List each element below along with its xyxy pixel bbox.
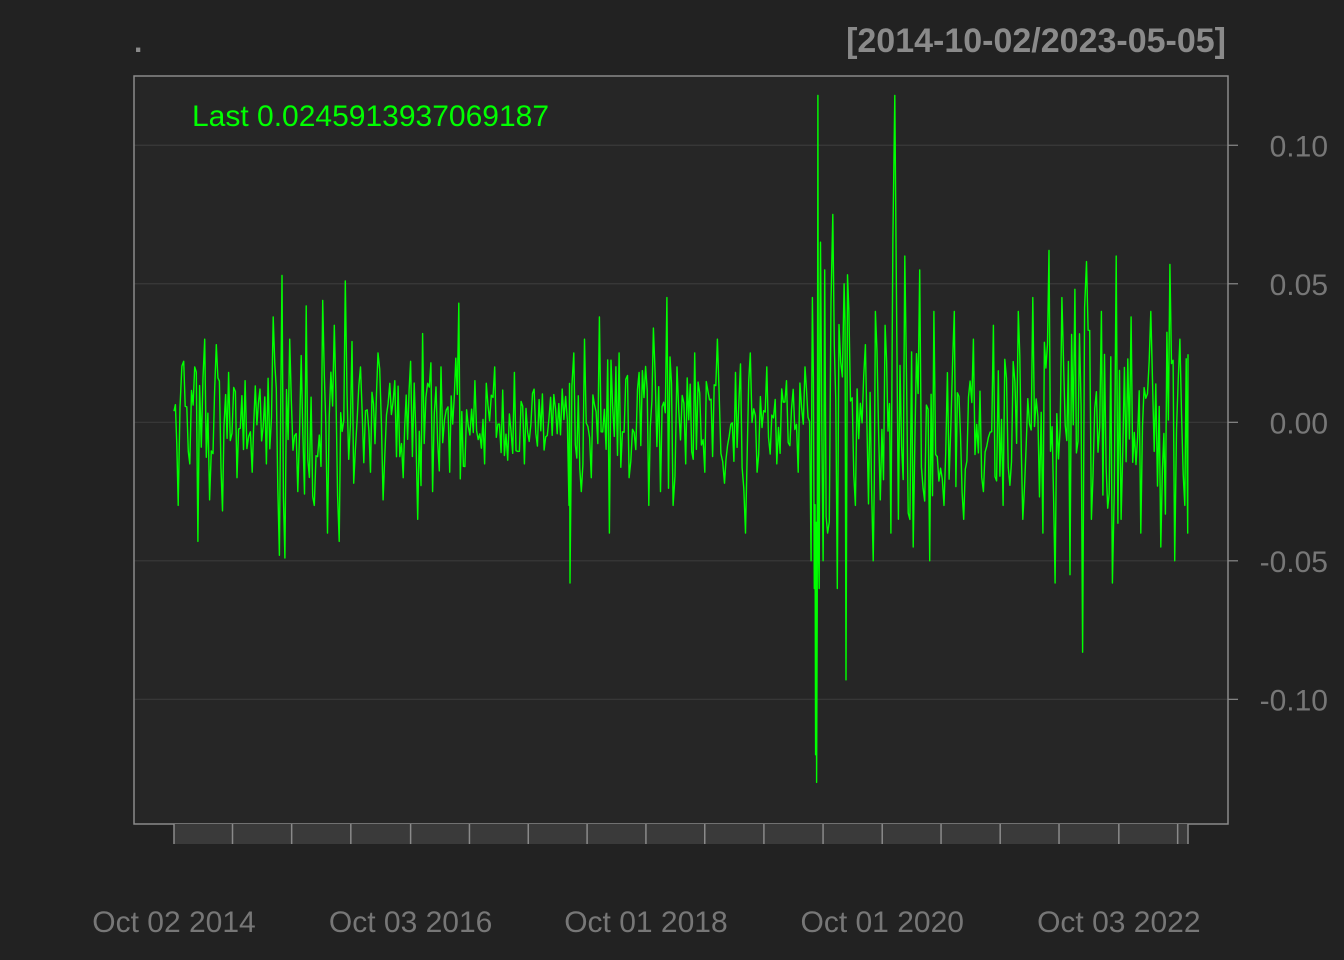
x-tick-label: Oct 03 2022	[1037, 906, 1200, 939]
x-tick-label: Oct 02 2014	[92, 906, 255, 939]
x-tick-label: Oct 03 2016	[329, 906, 492, 939]
legend-last-value: Last 0.0245913937069187	[192, 100, 549, 133]
series-group	[173, 94, 1189, 784]
x-tick-label: Oct 01 2018	[564, 906, 727, 939]
x-axis: Oct 02 2014 Oct 03 2016 Oct 01 2018 Oct 01 …	[92, 824, 1201, 939]
series-line	[173, 94, 1189, 784]
y-tick-label: 0.00	[1270, 407, 1328, 440]
x-axis-band	[174, 824, 1188, 844]
y-tick-label: -0.10	[1260, 684, 1328, 717]
chart-title: .	[134, 26, 142, 59]
date-range-label: [2014-10-02/2023-05-05]	[846, 22, 1226, 60]
y-tick-label: 0.05	[1270, 269, 1328, 302]
y-tick-label: -0.05	[1260, 546, 1328, 579]
y-axis: 0.10 0.05 0.00 -0.05 -0.10	[1228, 130, 1328, 717]
y-tick-label: 0.10	[1270, 130, 1328, 163]
plot-panel	[134, 76, 1228, 824]
x-tick-label: Oct 01 2020	[800, 906, 963, 939]
